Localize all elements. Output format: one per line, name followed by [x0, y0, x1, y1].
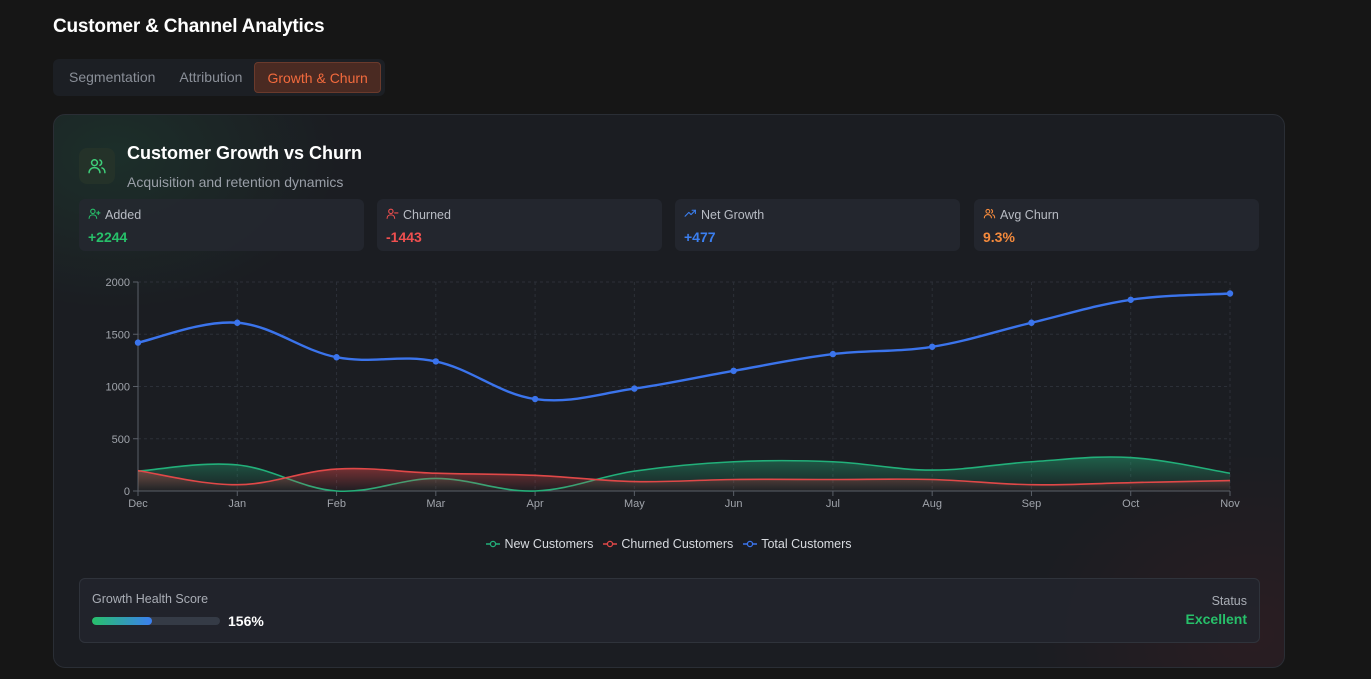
legend-label-churned: Churned Customers [621, 537, 734, 551]
x-tick-label-jun: Jun [725, 498, 743, 510]
point-total-customers-jun [730, 367, 737, 375]
stat-avg-churn-value: 9.3% [983, 229, 1015, 245]
point-total-customers-nov [1226, 290, 1234, 297]
x-tick-label-dec: Dec [128, 498, 148, 510]
point-total-customers-aug [928, 343, 936, 350]
legend-label-new: New Customers [504, 537, 594, 551]
status-value: Excellent [1185, 611, 1247, 627]
point-total-customers-feb [333, 354, 340, 361]
x-tick-label-mar: Mar [426, 498, 445, 510]
health-score-fill [92, 617, 153, 625]
tab-growth-churn[interactable]: Growth & Churn [254, 62, 381, 93]
point-total-customers-mar [432, 358, 440, 365]
legend-label-total: Total Customers [761, 537, 852, 551]
x-tick-label-nov: Nov [1220, 498, 1240, 510]
legend-marker-total [743, 540, 758, 548]
stat-net-growth-value: +477 [684, 229, 716, 245]
x-tick-label-jul: Jul [826, 498, 840, 510]
card-title: Customer Growth vs Churn [127, 143, 363, 163]
y-tick-label-500: 500 [112, 434, 130, 446]
point-total-customers-may [631, 385, 638, 392]
point-total-customers-apr [531, 395, 539, 403]
x-tick-label-oct: Oct [1122, 498, 1139, 510]
user-plus-icon [88, 207, 101, 223]
point-total-customers-sep [1028, 319, 1035, 326]
users-icon [983, 207, 996, 223]
tab-attribution[interactable]: Attribution [179, 69, 243, 85]
x-tick-label-jan: Jan [228, 498, 246, 510]
growth-health-panel: Growth Health Score 156% Status Excellen… [79, 578, 1260, 643]
legend-marker-churned [603, 540, 618, 548]
legend-marker-new [486, 540, 501, 548]
y-tick-label-1500: 1500 [106, 329, 130, 341]
stat-churned: Churned -1443 [377, 199, 662, 251]
legend-churned-customers[interactable]: Churned Customers [603, 537, 733, 551]
stat-churned-label: Churned [403, 208, 451, 222]
series-line-churned-customers [137, 467, 1231, 486]
x-tick-label-sep: Sep [1022, 498, 1042, 510]
stat-net-growth: Net Growth +477 [675, 199, 960, 251]
series-line-total-customers [137, 292, 1231, 402]
stat-added: Added +2244 [79, 199, 364, 251]
chart-legend: New Customers Churned Customers Total Cu… [54, 537, 1284, 551]
y-tick-label-0: 0 [124, 486, 130, 498]
health-score-label: Growth Health Score [92, 592, 209, 606]
stat-avg-churn: Avg Churn 9.3% [974, 199, 1259, 251]
user-minus-icon [386, 207, 399, 223]
point-total-customers-jan [234, 319, 241, 326]
point-total-customers-dec [134, 339, 142, 346]
y-tick-label-1000: 1000 [106, 382, 130, 394]
health-score-bar [92, 617, 220, 625]
stat-avg-churn-label: Avg Churn [1000, 208, 1059, 222]
trending-up-icon [684, 207, 697, 223]
stat-churned-value: -1443 [386, 229, 422, 245]
card-subtitle: Acquisition and retention dynamics [127, 174, 344, 190]
tab-segmentation[interactable]: Segmentation [69, 69, 156, 85]
legend-total-customers[interactable]: Total Customers [743, 537, 852, 551]
point-total-customers-oct [1127, 296, 1134, 303]
series-area-churned-customers [138, 468, 1230, 491]
x-tick-label-feb: Feb [327, 498, 346, 510]
users-icon [79, 148, 115, 184]
stat-added-label: Added [105, 208, 142, 222]
stat-added-value: +2244 [88, 229, 128, 245]
y-tick-label-2000: 2000 [106, 277, 130, 289]
point-total-customers-jul [829, 350, 837, 358]
stat-net-growth-label: Net Growth [701, 208, 765, 222]
page-title: Customer & Channel Analytics [53, 16, 325, 37]
x-tick-label-apr: Apr [527, 498, 544, 510]
health-score-value: 156% [228, 613, 264, 629]
legend-new-customers[interactable]: New Customers [486, 537, 593, 551]
x-tick-label-may: May [624, 498, 645, 510]
status-label: Status [1211, 594, 1247, 608]
tab-bar: Segmentation Attribution Growth & Churn [53, 59, 385, 96]
growth-churn-card: Customer Growth vs Churn Acquisition and… [53, 114, 1285, 668]
growth-churn-chart: 0 500 1000 1500 2000 Dec Jan Feb Mar Apr May Jun Jul… [106, 277, 1241, 510]
x-tick-label-aug: Aug [922, 498, 942, 510]
